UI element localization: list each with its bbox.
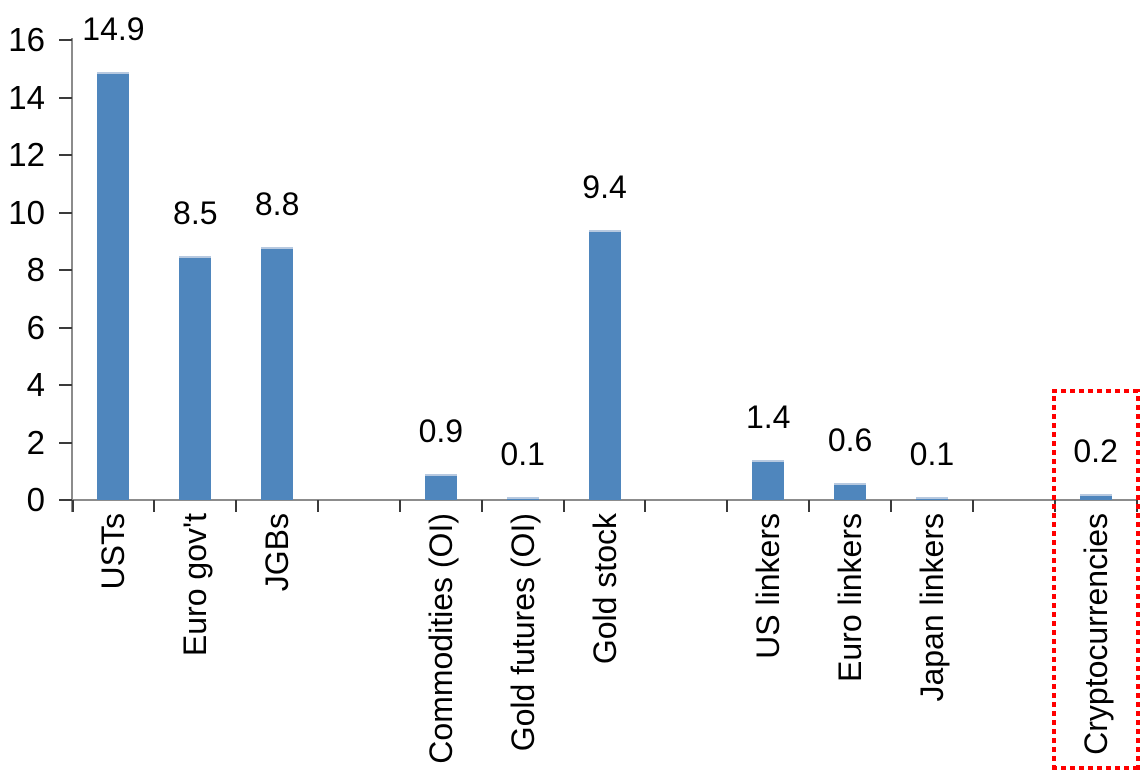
y-axis-tick-label: 8: [26, 251, 45, 288]
x-axis-tick: [971, 500, 974, 512]
category-label: US linkers: [750, 513, 787, 659]
y-axis-line: [71, 38, 73, 512]
y-axis-tick: [59, 269, 72, 271]
category-label: USTs: [95, 513, 132, 590]
bar-value-label: 0.9: [418, 413, 464, 450]
bar-value-label: 14.9: [82, 10, 145, 47]
bar-euro-linkers: [834, 482, 867, 500]
bar-value-label: 8.8: [254, 186, 300, 222]
y-axis-tick: [59, 211, 72, 214]
x-axis-tick: [726, 500, 729, 512]
x-axis-tick: [480, 500, 483, 512]
y-axis-tick-label: 4: [26, 366, 45, 403]
category-label: Gold futures (OI): [504, 513, 541, 752]
bar-japan-linkers: [915, 497, 948, 500]
y-axis-tick-label: 16: [8, 21, 45, 58]
y-axis-tick-label: 6: [26, 308, 45, 346]
y-axis-tick: [59, 39, 72, 41]
y-axis-tick-label: 2: [26, 423, 45, 461]
x-axis-tick: [398, 500, 401, 512]
x-axis-tick: [235, 500, 238, 512]
bar-usts: [97, 71, 130, 500]
bar-value-label: 0.6: [827, 421, 873, 458]
category-label: Gold stock: [586, 513, 623, 665]
y-axis-tick: [59, 499, 72, 501]
bar-value-label: 8.5: [173, 194, 218, 231]
category-label: Euro gov't: [177, 513, 214, 657]
x-axis-tick: [890, 500, 892, 512]
x-axis-tick: [71, 500, 74, 512]
bar-commodities-oi-: [424, 474, 457, 500]
y-axis-tick: [59, 154, 72, 156]
y-axis-tick-label: 10: [8, 193, 45, 231]
x-axis-tick: [562, 500, 565, 512]
x-axis-line: [71, 499, 1138, 501]
x-axis-tick: [153, 500, 156, 512]
bar-value-label: 9.4: [582, 168, 627, 205]
y-axis-tick: [59, 96, 72, 99]
y-axis-tick: [59, 441, 72, 444]
bar-gold-futures-oi-: [506, 497, 539, 500]
x-axis-tick: [317, 500, 320, 512]
bar-euro-gov-t: [179, 255, 212, 500]
x-axis-tick: [644, 500, 647, 512]
bar-value-label: 0.1: [909, 436, 955, 473]
highlight-box: [1051, 389, 1140, 770]
y-axis-tick-label: 14: [8, 78, 45, 116]
category-label: JGBs: [259, 513, 296, 592]
category-label: Euro linkers: [832, 513, 869, 682]
y-axis-tick-label: 12: [8, 136, 45, 173]
bar-gold-stock: [588, 229, 621, 500]
bar-jgbs: [261, 247, 294, 500]
y-axis-tick-label: 0: [26, 481, 45, 518]
y-axis-tick: [59, 384, 72, 386]
bar-value-label: 1.4: [745, 398, 791, 435]
bar-us-linkers: [752, 459, 785, 500]
category-label: Commodities (OI): [422, 513, 459, 764]
category-label: Japan linkers: [913, 513, 950, 702]
bar-value-label: 0.1: [500, 436, 545, 473]
x-axis-tick: [808, 500, 811, 512]
y-axis-tick: [59, 326, 72, 329]
